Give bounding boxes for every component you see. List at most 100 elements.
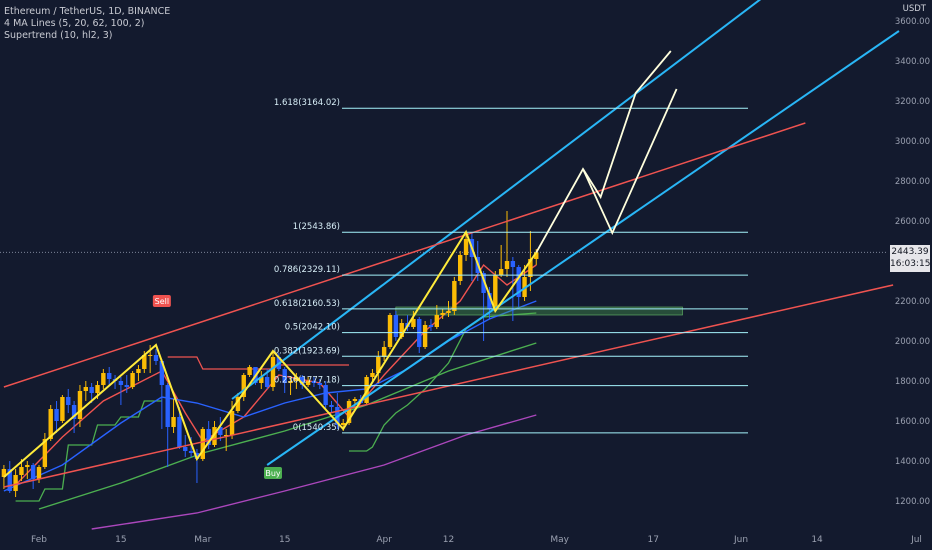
candle-body: [288, 381, 293, 383]
candle-body: [66, 397, 71, 405]
projection-path-line: [535, 50, 672, 253]
candle: [329, 401, 334, 413]
y-tick-label: 3200.00: [895, 97, 930, 107]
candle: [469, 233, 475, 281]
candle-body: [54, 409, 59, 421]
candle: [247, 365, 252, 377]
candle: [224, 429, 229, 451]
candle: [422, 321, 428, 349]
candle: [305, 377, 311, 387]
candle-body: [341, 423, 346, 425]
x-tick-label: Jul: [910, 535, 922, 545]
y-tick-label: 2200.00: [895, 297, 930, 307]
trend-channel-line: [231, 0, 762, 400]
candle-body: [481, 273, 486, 293]
candle-body: [71, 405, 77, 419]
candle-body: [399, 323, 404, 337]
candle: [153, 349, 159, 365]
candle: [498, 245, 504, 277]
candle: [440, 309, 445, 319]
symbol-title: Ethereum / TetherUS, 1D, BINANCE: [4, 6, 171, 17]
ma-indicator-label: 4 MA Lines (5, 20, 62, 100, 2): [4, 18, 145, 29]
candle: [48, 405, 53, 441]
candle-body: [13, 475, 18, 491]
candle: [493, 271, 498, 311]
candle: [7, 461, 12, 493]
candle-body: [370, 373, 375, 377]
candle-body: [528, 259, 533, 277]
candle-body: [294, 377, 299, 381]
sell-signal-label: Sell: [155, 297, 169, 306]
candle: [317, 379, 322, 389]
candle-body: [95, 385, 100, 393]
candle: [387, 313, 393, 349]
x-tick-label: 12: [443, 535, 454, 545]
supertrend-up-line: [349, 312, 537, 452]
candle-body: [393, 315, 399, 337]
candle-body: [229, 411, 235, 435]
candle: [458, 251, 463, 285]
candle-body: [434, 315, 439, 327]
currency-label: USDT: [902, 4, 926, 14]
last-price-tag: 2443.39 16:03:15: [890, 245, 930, 272]
candle: [101, 369, 106, 389]
candle-body: [311, 381, 317, 383]
candle-body: [235, 397, 241, 411]
candle-body: [153, 355, 159, 361]
candle: [270, 351, 276, 391]
fib-level-label: 1(2543.86): [293, 222, 340, 232]
candle: [311, 377, 317, 387]
candle-body: [25, 465, 30, 467]
candle: [118, 377, 124, 405]
candle: [516, 265, 521, 307]
candle-body: [323, 385, 328, 405]
y-tick-label: 1200.00: [895, 497, 930, 507]
fib-level-label: 1.618(3164.02): [274, 98, 340, 108]
candle: [288, 377, 293, 395]
fib-level-label: 0.786(2329.11): [274, 265, 340, 275]
candle: [206, 421, 211, 449]
candle-body: [428, 325, 434, 327]
candle: [13, 469, 18, 497]
fib-level-label: 0.236(1777.18): [274, 376, 340, 386]
candle-body: [387, 315, 393, 347]
candle-body: [329, 405, 334, 407]
candle-body: [516, 267, 521, 297]
candle-body: [48, 409, 53, 439]
candle-body: [305, 381, 311, 385]
x-tick-label: Jun: [733, 535, 748, 545]
support-zone: [395, 306, 683, 316]
candle: [241, 373, 246, 401]
y-tick-label: 2600.00: [895, 217, 930, 227]
candle: [481, 271, 486, 341]
candle-body: [463, 239, 469, 255]
candle-body: [19, 467, 24, 475]
sell-signal-badge: [152, 295, 171, 307]
candle-body: [77, 391, 83, 419]
y-tick-label: 1600.00: [895, 417, 930, 427]
candle-body: [317, 383, 322, 385]
buy-signal-badge: [264, 467, 282, 479]
candle-body: [422, 325, 428, 347]
candle-body: [504, 261, 510, 269]
candle-body: [30, 465, 36, 479]
candle-body: [458, 255, 463, 281]
supertrend-indicator-label: Supertrend (10, hl2, 3): [4, 30, 113, 41]
chart-legend: Ethereum / TetherUS, 1D, BINANCE 4 MA Li…: [4, 6, 170, 42]
candle-body: [107, 373, 112, 379]
candle: [25, 461, 30, 479]
candle-body: [136, 369, 141, 373]
bar-countdown: 16:03:15: [890, 259, 931, 269]
candle: [428, 319, 434, 331]
candle: [66, 389, 71, 413]
candle: [282, 367, 287, 393]
candle-body: [36, 467, 42, 479]
y-tick-label: 1400.00: [895, 457, 930, 467]
candle-body: [1, 469, 7, 477]
y-tick-label: 1800.00: [895, 377, 930, 387]
candle: [487, 287, 492, 319]
candle-body: [165, 385, 170, 427]
candle-body: [171, 417, 176, 427]
supertrend-down-line: [167, 356, 349, 370]
